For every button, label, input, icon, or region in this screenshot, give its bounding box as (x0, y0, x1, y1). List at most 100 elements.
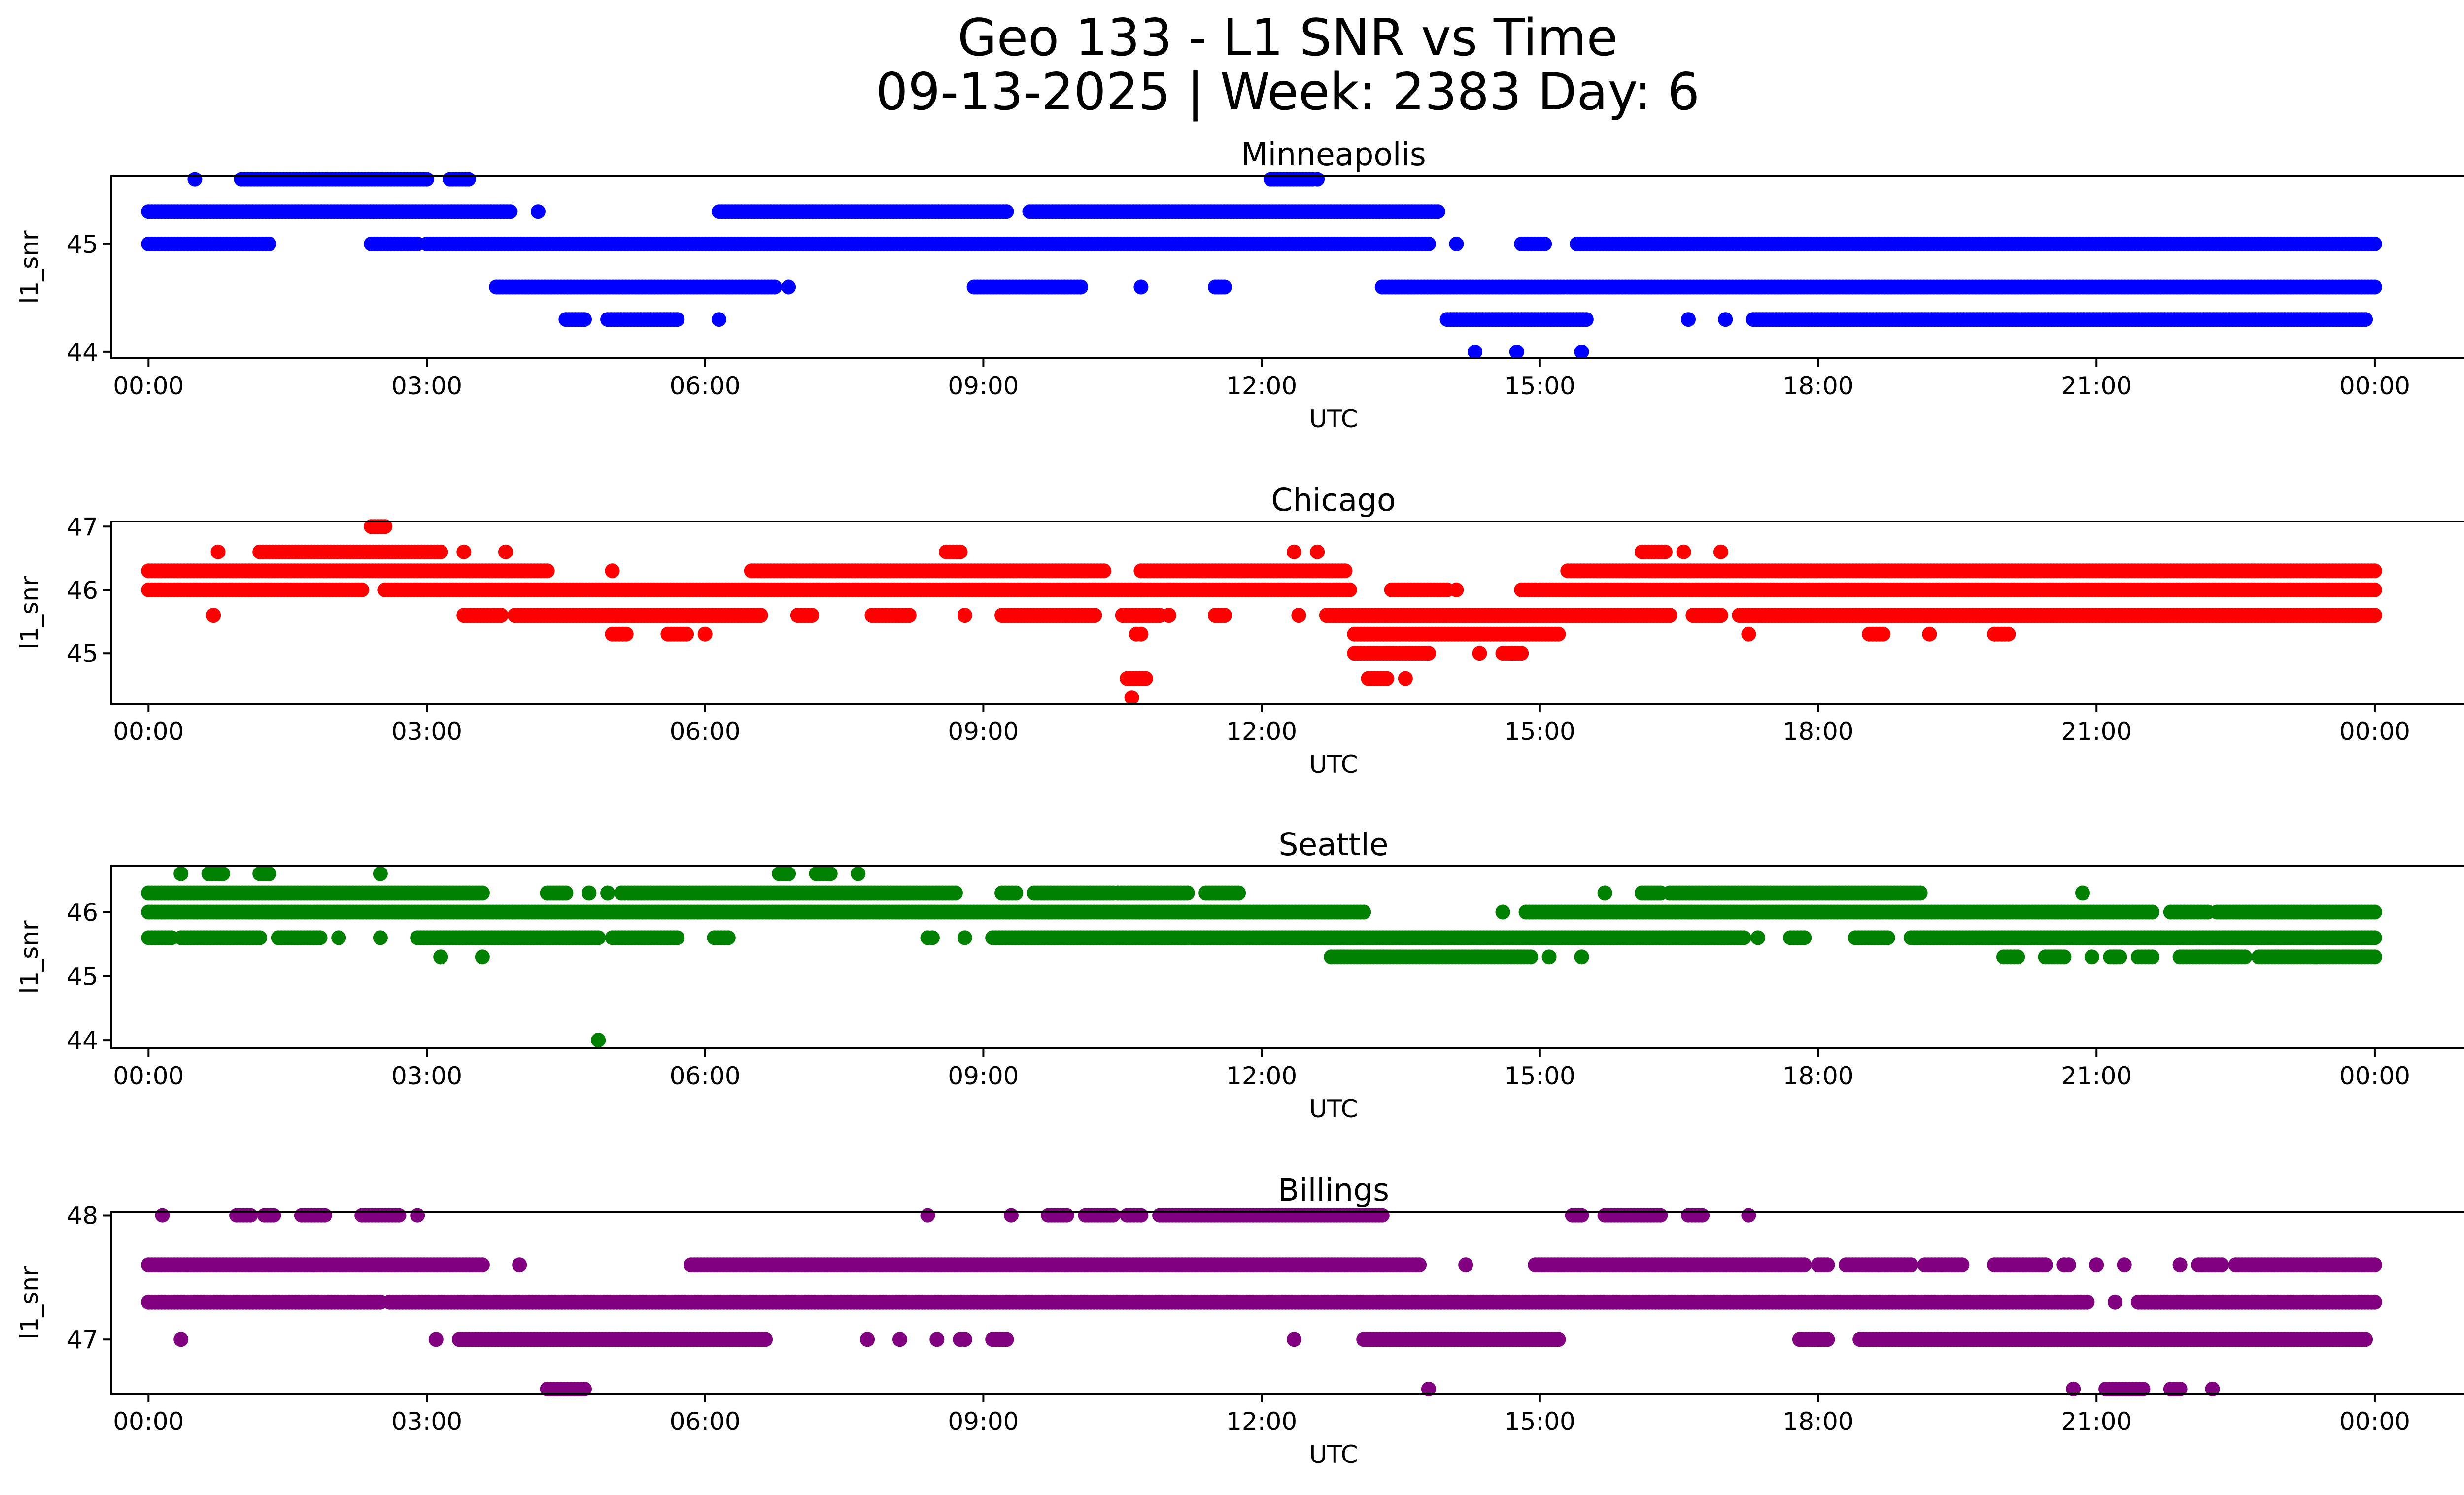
data-point (2367, 279, 2382, 295)
data-point (901, 608, 917, 623)
data-point (1337, 563, 1353, 579)
data-point (1449, 236, 1464, 251)
data-points (141, 172, 2382, 359)
data-point (577, 312, 592, 327)
x-tick-label: 21:00 (2061, 372, 2132, 400)
data-point (804, 608, 820, 623)
data-point (1514, 646, 1529, 661)
data-point (1217, 608, 1232, 623)
subplot-title: Minneapolis (1241, 137, 1426, 173)
data-point (1713, 608, 1728, 623)
x-tick-label: 12:00 (1226, 372, 1297, 400)
data-point (1676, 544, 1691, 559)
x-tick-label: 18:00 (1782, 372, 1853, 400)
data-point (1574, 344, 1589, 359)
data-point (957, 608, 972, 623)
data-point (1180, 885, 1195, 901)
data-point (558, 885, 574, 901)
data-point (1087, 608, 1102, 623)
y-tick-label: 45 (67, 230, 98, 259)
data-point (1472, 646, 1487, 661)
data-point (262, 866, 276, 881)
data-point (1913, 885, 1928, 901)
x-tick-label: 15:00 (1505, 372, 1575, 400)
data-point (1421, 236, 1436, 251)
data-point (767, 279, 782, 295)
x-tick-label: 03:00 (391, 372, 462, 400)
x-tick-label: 03:00 (391, 717, 462, 746)
data-point (456, 544, 472, 559)
data-point (1657, 544, 1673, 559)
data-point (2367, 608, 2382, 623)
data-point (1161, 608, 1176, 623)
data-point (503, 204, 518, 219)
data-point (210, 544, 226, 559)
x-tick-label: 12:00 (1226, 717, 1297, 746)
data-point (312, 930, 328, 945)
data-point (2358, 312, 2373, 327)
data-point (1718, 312, 1733, 327)
data-point (670, 312, 685, 327)
data-point (1922, 626, 1937, 642)
data-point (957, 930, 972, 945)
data-point (461, 172, 476, 187)
data-point (354, 582, 370, 597)
x-tick-label: 00:00 (2339, 717, 2410, 746)
data-point (262, 236, 276, 251)
data-point (373, 930, 388, 945)
y-tick-label: 47 (67, 513, 98, 541)
data-point (1876, 626, 1891, 642)
data-point (1578, 312, 1594, 327)
data-point (600, 885, 616, 901)
x-tick-label: 15:00 (1505, 717, 1575, 746)
data-point (697, 626, 713, 642)
y-tick-label: 46 (67, 576, 98, 605)
data-point (781, 866, 796, 881)
data-point (1681, 312, 1696, 327)
data-point (1287, 544, 1301, 559)
data-point (1509, 344, 1524, 359)
data-point (1231, 885, 1246, 901)
x-tick-label: 00:00 (113, 717, 184, 746)
data-point (2367, 563, 2382, 579)
data-point (753, 608, 768, 623)
data-point (331, 930, 346, 945)
data-point (1342, 582, 1357, 597)
data-point (2145, 904, 2160, 920)
y-tick-label: 45 (67, 639, 98, 668)
data-point (173, 866, 189, 881)
data-point (1133, 626, 1149, 642)
data-point (433, 544, 448, 559)
data-point (1495, 904, 1510, 920)
data-point (1537, 236, 1552, 251)
data-point (1310, 544, 1325, 559)
x-tick-label: 18:00 (1782, 717, 1853, 746)
data-point (187, 172, 203, 187)
data-point (1096, 563, 1112, 579)
data-point (206, 608, 221, 623)
data-point (1551, 626, 1566, 642)
data-point (1662, 608, 1677, 623)
data-point (948, 885, 963, 901)
y-tick-label: 44 (67, 338, 98, 367)
x-tick-label: 00:00 (2339, 372, 2410, 400)
data-point (1138, 671, 1153, 686)
data-points (141, 519, 2382, 705)
data-point (373, 866, 388, 881)
figure-title: Geo 133 - L1 SNR vs Time (957, 8, 1618, 68)
data-point (953, 544, 968, 559)
data-point (1468, 344, 1483, 359)
data-point (1310, 172, 1325, 187)
data-point (530, 204, 546, 219)
x-tick-label: 09:00 (948, 372, 1019, 400)
data-point (1133, 279, 1149, 295)
data-point (1430, 204, 1445, 219)
data-point (711, 312, 726, 327)
data-point (1379, 671, 1395, 686)
data-point (1597, 885, 1612, 901)
